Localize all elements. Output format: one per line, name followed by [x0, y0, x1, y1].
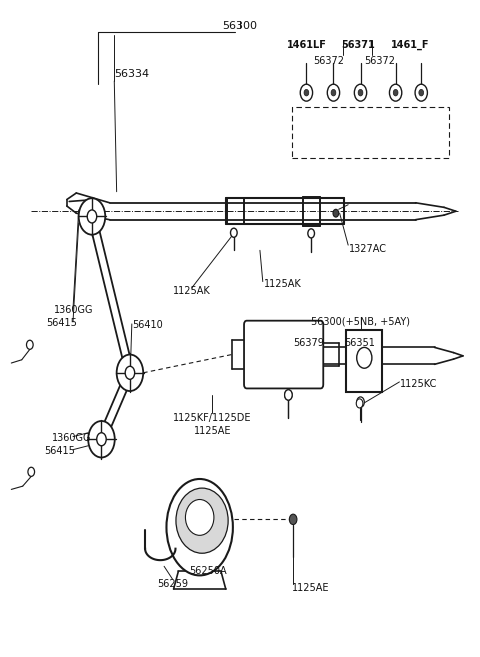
- Circle shape: [117, 355, 143, 391]
- Text: 56415: 56415: [47, 318, 77, 328]
- Circle shape: [327, 84, 340, 101]
- Circle shape: [358, 89, 363, 96]
- Ellipse shape: [185, 499, 214, 535]
- Text: 56372: 56372: [364, 57, 396, 66]
- Text: 1360GG: 1360GG: [52, 433, 91, 443]
- Text: 1461LF: 1461LF: [287, 40, 326, 50]
- Text: 56410: 56410: [132, 320, 163, 330]
- Circle shape: [308, 229, 314, 238]
- Circle shape: [285, 390, 292, 400]
- Circle shape: [389, 84, 402, 101]
- FancyBboxPatch shape: [244, 321, 323, 388]
- Text: 1125AK: 1125AK: [173, 286, 211, 296]
- Circle shape: [357, 397, 364, 407]
- Text: 1125AK: 1125AK: [264, 279, 301, 289]
- Circle shape: [304, 89, 309, 96]
- Text: 56259: 56259: [157, 579, 188, 589]
- Text: 1461_F: 1461_F: [391, 40, 429, 50]
- Circle shape: [96, 433, 106, 445]
- Circle shape: [357, 348, 372, 368]
- Text: 56371: 56371: [341, 40, 374, 50]
- Text: 1360GG: 1360GG: [54, 306, 94, 315]
- Ellipse shape: [167, 479, 233, 576]
- Text: 1125KF/1125DE: 1125KF/1125DE: [173, 413, 252, 423]
- Circle shape: [331, 89, 336, 96]
- Text: 1125AE: 1125AE: [194, 426, 231, 436]
- Circle shape: [26, 340, 33, 350]
- Text: 56372: 56372: [313, 57, 344, 66]
- Circle shape: [230, 228, 237, 237]
- Circle shape: [354, 84, 367, 101]
- Text: 56250A: 56250A: [189, 566, 227, 576]
- Circle shape: [415, 84, 427, 101]
- Text: 56300: 56300: [223, 20, 257, 31]
- Text: 56300(+5NB, +5AY): 56300(+5NB, +5AY): [312, 317, 410, 327]
- Circle shape: [28, 467, 35, 476]
- Text: 56379: 56379: [293, 338, 324, 348]
- Circle shape: [419, 89, 424, 96]
- Bar: [346, 330, 383, 392]
- Text: 56415: 56415: [44, 446, 75, 456]
- Circle shape: [88, 421, 115, 457]
- Text: 1125KC: 1125KC: [400, 379, 438, 389]
- Text: 1327AC: 1327AC: [349, 244, 387, 254]
- Circle shape: [356, 399, 363, 408]
- Circle shape: [79, 198, 105, 235]
- Text: 56351: 56351: [344, 338, 375, 348]
- Circle shape: [300, 84, 312, 101]
- Ellipse shape: [176, 488, 228, 553]
- Circle shape: [125, 367, 135, 379]
- Text: 56334: 56334: [114, 70, 149, 79]
- Bar: [292, 107, 449, 158]
- Circle shape: [333, 210, 339, 217]
- Text: 1125AE: 1125AE: [291, 583, 329, 593]
- Circle shape: [87, 210, 96, 223]
- Circle shape: [285, 390, 292, 400]
- Circle shape: [289, 514, 297, 524]
- Circle shape: [393, 89, 398, 96]
